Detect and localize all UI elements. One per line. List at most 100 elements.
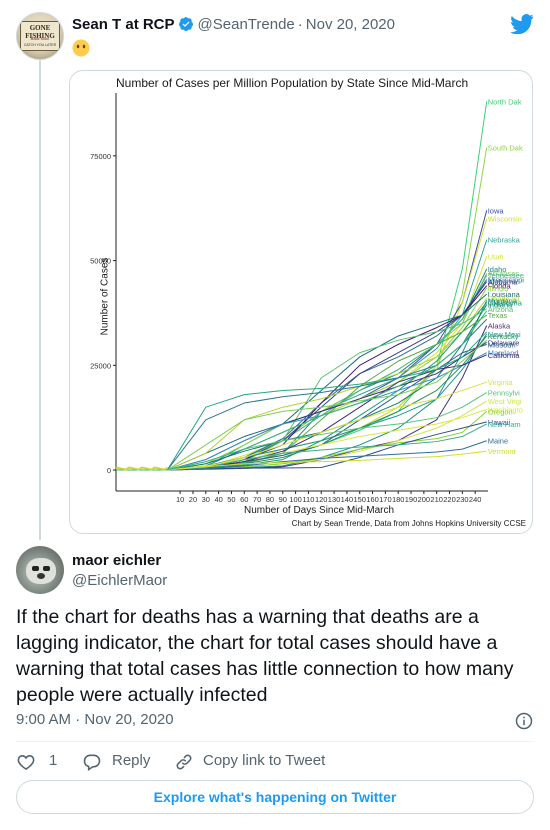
series-line xyxy=(116,287,488,471)
y-tick-label: 75000 xyxy=(90,152,111,161)
y-tick-label: 0 xyxy=(107,466,111,475)
chart-y-axis-label: Number of Cases xyxy=(99,257,111,336)
series-label: West Virgi xyxy=(488,397,522,406)
series-label: Alaska xyxy=(488,322,511,331)
quoted-date-separator: · xyxy=(297,16,303,33)
x-tick-label: 110 xyxy=(302,495,314,504)
x-tick-label: 170 xyxy=(379,495,392,504)
series-label: Hawaii xyxy=(488,418,511,427)
series-label: Washingto xyxy=(488,405,523,414)
series-label: Wisconsin xyxy=(488,215,522,224)
chart-title: Number of Cases per Million Population b… xyxy=(116,76,469,90)
thread-connector-line xyxy=(39,60,41,540)
x-tick-label: 200 xyxy=(418,495,431,504)
quoted-author-avatar[interactable]: GONE FISHING Back soon CATCH YOU LATER xyxy=(16,12,64,60)
twitter-bird-icon[interactable] xyxy=(510,14,534,34)
series-line xyxy=(116,268,488,471)
series-label: Utah xyxy=(488,252,504,261)
like-count: 1 xyxy=(49,752,58,769)
quoted-author-line: Sean T at RCP @SeanTrende · Nov 20, 2020 xyxy=(72,16,395,33)
series-label: Alabama xyxy=(488,278,518,287)
tweet-date[interactable]: Nov 20, 2020 xyxy=(84,711,174,728)
x-tick-label: 20 xyxy=(189,495,197,504)
x-tick-label: 240 xyxy=(469,495,482,504)
quoted-author-handle[interactable]: @SeanTrende xyxy=(197,16,295,33)
quoted-author-name[interactable]: Sean T at RCP xyxy=(72,16,175,33)
avatar-nose xyxy=(37,573,45,579)
series-line xyxy=(116,440,487,471)
chart-x-axis-label: Number of Days Since Mid-March xyxy=(244,505,395,516)
series-label: Maine xyxy=(488,437,508,446)
series-label: Indiana xyxy=(488,301,513,310)
series-label: New Ham xyxy=(488,420,521,429)
series-line xyxy=(116,423,487,471)
series-label: Florida xyxy=(488,282,512,291)
link-icon xyxy=(176,754,192,770)
series-label: Tennessee xyxy=(488,271,524,280)
series-line xyxy=(116,101,488,471)
chart-image-card[interactable]: 0 25000 50000 75000 10 20 30 40 50 60 70 80 90 100 110… xyxy=(69,70,533,534)
series-label: South Dak xyxy=(488,143,523,152)
x-tick-label: 40 xyxy=(214,495,222,504)
series-label: Mississippi xyxy=(488,275,525,284)
tweet-text: If the chart for deaths has a warning th… xyxy=(16,606,514,706)
series-label: California xyxy=(488,351,521,360)
reply-label: Reply xyxy=(112,752,151,769)
quoted-tweet-date[interactable]: Nov 20, 2020 xyxy=(305,16,395,33)
series-label: Arizona xyxy=(488,305,514,314)
x-tick-label: 100 xyxy=(289,495,302,504)
series-label: Vermont xyxy=(488,447,517,456)
x-tick-label: 230 xyxy=(456,495,469,504)
tweet-timestamp[interactable]: 9:00 AM · Nov 20, 2020 xyxy=(16,711,174,728)
series-line xyxy=(116,314,488,471)
series-label: Oregon xyxy=(488,407,513,416)
avatar-sign-line2: Back soon xyxy=(30,36,50,41)
series-label: North Dak xyxy=(488,97,522,106)
series-label: Delaware xyxy=(488,338,520,347)
x-tick-label: 50 xyxy=(227,495,235,504)
avatar-eye xyxy=(32,566,39,571)
avatar-face xyxy=(26,558,56,584)
series-label: Kentucky xyxy=(488,332,519,341)
series-label: Illinois xyxy=(488,284,509,293)
series-line xyxy=(116,450,487,471)
avatar-sign-line1: GONE FISHING xyxy=(25,24,55,40)
x-tick-label: 60 xyxy=(240,495,248,504)
info-icon[interactable] xyxy=(514,711,534,731)
series-label: Rhode Isl xyxy=(488,294,520,303)
main-author-handle[interactable]: @EichlerMaor xyxy=(72,572,168,589)
tweet-time[interactable]: 9:00 AM xyxy=(16,711,72,728)
x-tick-label: 120 xyxy=(315,495,328,504)
x-tick-label: 10 xyxy=(176,495,184,504)
x-tick-label: 70 xyxy=(253,495,261,504)
series-label: Texas xyxy=(488,311,508,320)
cases-line-chart: 0 25000 50000 75000 10 20 30 40 50 60 70 80 90 100 110… xyxy=(90,93,525,504)
copy-link-label: Copy link to Tweet xyxy=(203,752,326,769)
avatar-sign: GONE FISHING Back soon CATCH YOU LATER xyxy=(20,21,60,51)
x-tick-label: 220 xyxy=(443,495,456,504)
x-tick-label: 180 xyxy=(392,495,405,504)
series-label: New Mexi xyxy=(488,330,521,339)
series-label: Nebraska xyxy=(488,236,521,245)
series-label: Louisiana xyxy=(488,290,521,299)
series-line xyxy=(116,310,488,471)
x-tick-label: 190 xyxy=(405,495,418,504)
x-tick-label: 30 xyxy=(202,495,210,504)
x-tick-label: 210 xyxy=(430,495,443,504)
main-author-name[interactable]: maor eichler xyxy=(72,552,162,569)
explore-twitter-button[interactable]: Explore what's happening on Twitter xyxy=(16,780,534,814)
series-line xyxy=(116,210,488,471)
x-tick-label: 130 xyxy=(328,495,341,504)
tweet-time-separator: · xyxy=(75,711,81,728)
actions-divider xyxy=(16,741,534,742)
quoted-tweet-header: GONE FISHING Back soon CATCH YOU LATER S… xyxy=(16,12,534,62)
x-tick-label: 150 xyxy=(353,495,366,504)
main-author-avatar[interactable] xyxy=(16,546,64,594)
x-tick-label: 80 xyxy=(266,495,274,504)
face-without-mouth-emoji-icon xyxy=(72,39,90,57)
chart-caption: Chart by Sean Trende, Data from Johns Ho… xyxy=(291,519,526,528)
heart-icon xyxy=(17,755,35,771)
series-line xyxy=(116,339,488,471)
series-label: Oklahoma xyxy=(488,298,523,307)
y-tick-label: 50000 xyxy=(90,257,111,266)
